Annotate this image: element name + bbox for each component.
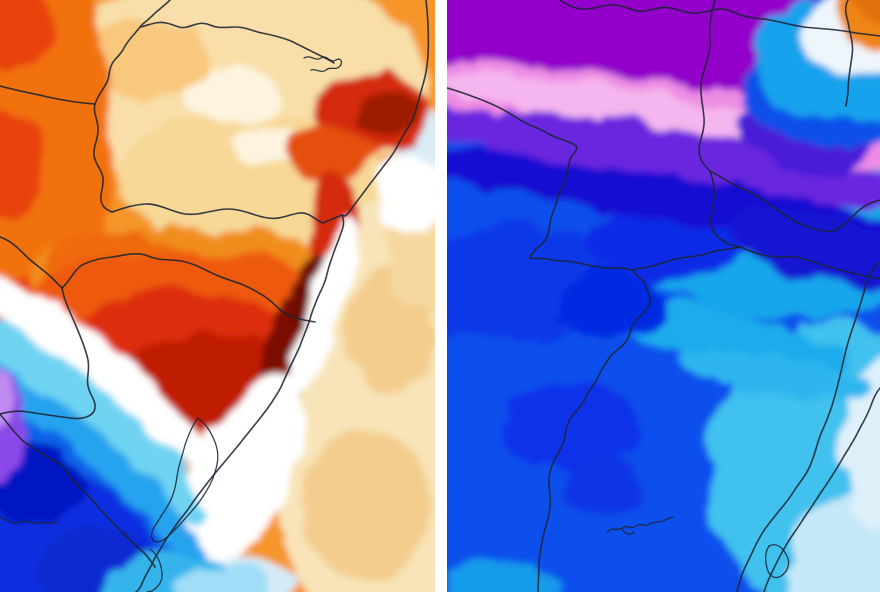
south-river-squiggle xyxy=(0,516,58,525)
cold-temperature-map xyxy=(447,0,880,592)
coastal-heat-core xyxy=(360,92,420,132)
parana-santacatarina-border xyxy=(111,203,343,224)
lagoa-dos-patos-outline xyxy=(150,417,219,543)
navy-spot2 xyxy=(557,455,647,515)
left-map-panel xyxy=(0,0,435,592)
paranagua-bay-outline xyxy=(303,56,343,73)
coastal-white-band xyxy=(285,220,359,400)
pale-orange-zone xyxy=(90,20,210,100)
pale-spot xyxy=(180,67,280,123)
lagoon-white-band xyxy=(169,373,307,583)
northwest-border xyxy=(447,87,741,271)
north-border-branch xyxy=(844,0,854,107)
deep-blue-blob2 xyxy=(502,380,642,470)
santacatarina-riograndedosul-border xyxy=(61,253,316,323)
navy-spot xyxy=(552,270,672,340)
coastal-heat-halo xyxy=(284,124,380,180)
uruguay-river-border xyxy=(537,269,651,592)
warm-temperature-map xyxy=(0,0,435,592)
uruguay-river-border xyxy=(0,287,96,420)
ocean-tan-spot xyxy=(300,430,430,580)
east-state-border xyxy=(709,170,880,232)
misiones-border xyxy=(0,236,63,289)
violet-band xyxy=(447,107,880,209)
cyan-streak2 xyxy=(678,348,876,402)
front-palecyan-tail xyxy=(177,564,273,592)
right-map-borders xyxy=(447,0,880,592)
lagoon-tip-outline xyxy=(765,544,790,579)
warm-temperature-field xyxy=(0,0,435,592)
coastline xyxy=(135,0,430,592)
coastline xyxy=(736,261,880,592)
state-border-west-inflow xyxy=(0,85,96,105)
lagoa-mirim-outline xyxy=(146,548,163,592)
parana-west-border xyxy=(93,0,171,213)
parana-santacatarina-border xyxy=(698,0,716,172)
reservoir-squiggle xyxy=(606,516,674,535)
corner-cyan-spot xyxy=(447,562,567,592)
mid-border-link xyxy=(709,170,741,248)
corner-pale-zone xyxy=(787,495,880,592)
panel-divider xyxy=(435,0,447,592)
ocean-white-spot xyxy=(378,153,435,237)
front-white-edge xyxy=(0,272,212,472)
edge-pale-zone xyxy=(842,360,880,530)
left-map-borders xyxy=(0,0,430,592)
southeast-border xyxy=(739,246,880,280)
uruguay-south-border xyxy=(0,413,156,568)
hot-spot xyxy=(0,0,56,70)
corner-warm-core xyxy=(852,0,880,22)
hot-spot xyxy=(0,110,46,220)
parana-north-border xyxy=(139,21,335,64)
cold-temperature-field xyxy=(447,0,880,592)
right-map-panel xyxy=(447,0,880,592)
coastal-barrier-outline xyxy=(763,387,880,592)
